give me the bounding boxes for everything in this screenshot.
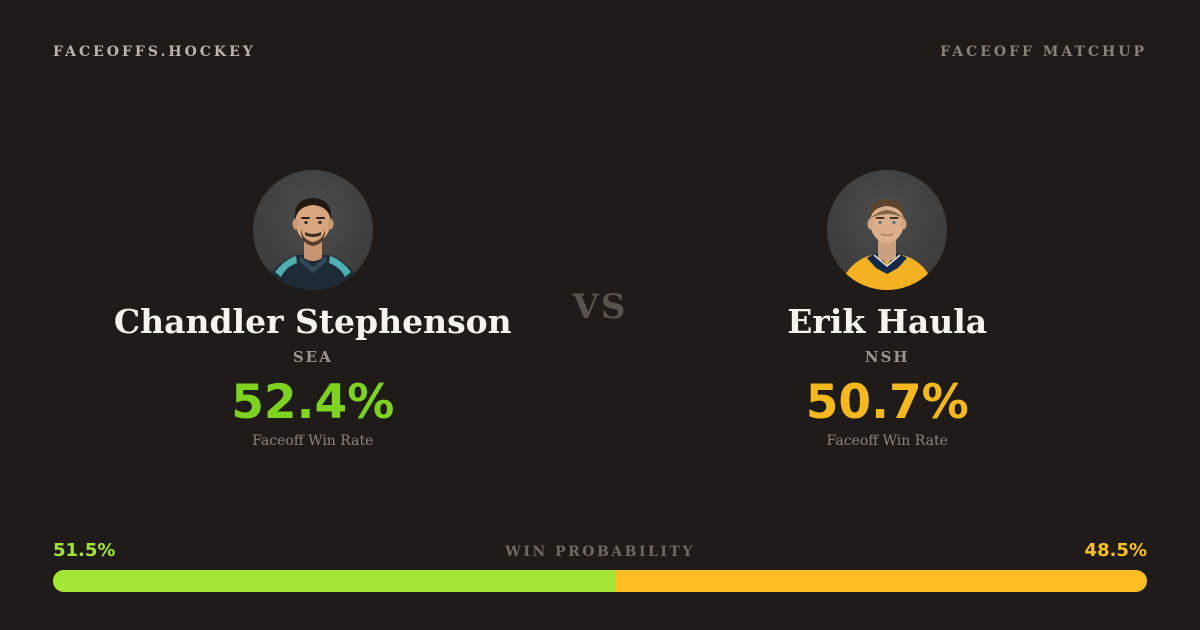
header: FACEOFFS.HOCKEY FACEOFF MATCHUP	[0, 0, 1200, 60]
player-card-left: Chandler Stephenson SEA 52.4% Faceoff Wi…	[53, 170, 573, 449]
win-probability-right-pct: 48.5%	[1084, 540, 1147, 561]
win-rate-label-left: Faceoff Win Rate	[252, 432, 374, 449]
brand-logo-text: FACEOFFS.HOCKEY	[53, 44, 256, 60]
win-rate-left: 52.4%	[231, 374, 395, 430]
win-rate-label-right: Faceoff Win Rate	[826, 432, 948, 449]
player-card-right: Erik Haula NSH 50.7% Faceoff Win Rate	[627, 170, 1147, 449]
win-probability-section: 51.5% WIN PROBABILITY 48.5%	[53, 540, 1147, 592]
player-photo-right	[827, 170, 948, 290]
player-team-left: SEA	[292, 347, 333, 366]
player-team-right: NSH	[864, 347, 910, 366]
vs-label: VS	[572, 287, 628, 327]
win-rate-right: 50.7%	[805, 374, 969, 430]
win-probability-left-pct: 51.5%	[53, 540, 116, 561]
win-probability-bar	[53, 570, 1147, 592]
win-probability-labels: 51.5% WIN PROBABILITY 48.5%	[53, 540, 1147, 561]
player-left-headshot-icon	[252, 170, 373, 290]
player-name-left: Chandler Stephenson	[113, 302, 512, 341]
player-right-headshot-icon	[827, 170, 948, 290]
matchup-row: Chandler Stephenson SEA 52.4% Faceoff Wi…	[0, 170, 1200, 449]
win-probability-title: WIN PROBABILITY	[505, 544, 695, 560]
page-label: FACEOFF MATCHUP	[940, 44, 1147, 60]
win-probability-bar-left-segment	[53, 570, 617, 592]
player-photo-left	[252, 170, 373, 290]
player-name-right: Erik Haula	[787, 302, 988, 341]
